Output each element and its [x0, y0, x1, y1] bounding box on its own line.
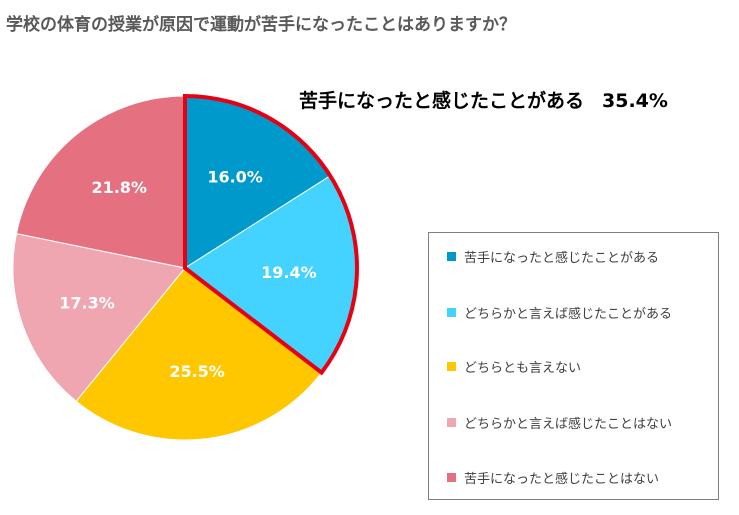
legend-item: どちらかと言えば感じたことがある: [447, 303, 672, 322]
legend-item: 苦手になったと感じたことはない: [447, 468, 659, 487]
slice-value-label: 25.5%: [169, 362, 225, 381]
legend-swatch: [447, 252, 456, 261]
legend-item: 苦手になったと感じたことがある: [447, 247, 659, 266]
pie-slices: [12, 95, 358, 441]
chart-title: 学校の体育の授業が原因で運動が苦手になったことはありますか？: [6, 15, 516, 35]
legend-label: どちらとも言えない: [464, 361, 582, 376]
highlight-label: 苦手になったと感じたことがある: [299, 90, 585, 112]
legend: 苦手になったと感じたことがある どちらかと言えば感じたことがある どちらとも言え…: [428, 232, 719, 500]
legend-swatch: [447, 473, 456, 482]
highlight-value: 35.4%: [602, 90, 668, 112]
highlight-outline: [183, 93, 359, 376]
slice-value-label: 16.0%: [207, 167, 263, 186]
pie-slice: [75, 267, 323, 441]
legend-item: どちらとも言えない: [447, 357, 581, 376]
pie-slice: [12, 233, 186, 402]
highlight-callout: 苦手になったと感じたことがある 35.4%: [299, 86, 668, 113]
legend-label: 苦手になったと感じたことがある: [464, 251, 660, 266]
legend-swatch: [447, 418, 456, 427]
slice-value-label: 17.3%: [59, 293, 115, 312]
legend-item: どちらかと言えば感じたことはない: [447, 413, 672, 432]
legend-label: どちらかと言えば感じたことがある: [464, 307, 673, 322]
legend-label: 苦手になったと感じたことはない: [464, 472, 660, 487]
slice-labels: 16.0% 19.4% 25.5% 17.3% 21.8%: [59, 167, 316, 380]
slice-value-label: 21.8%: [91, 178, 147, 197]
legend-swatch: [447, 308, 456, 317]
legend-swatch: [447, 362, 456, 371]
legend-label: どちらかと言えば感じたことはない: [464, 417, 673, 432]
slice-value-label: 19.4%: [261, 263, 317, 282]
pie-slice: [15, 95, 186, 269]
